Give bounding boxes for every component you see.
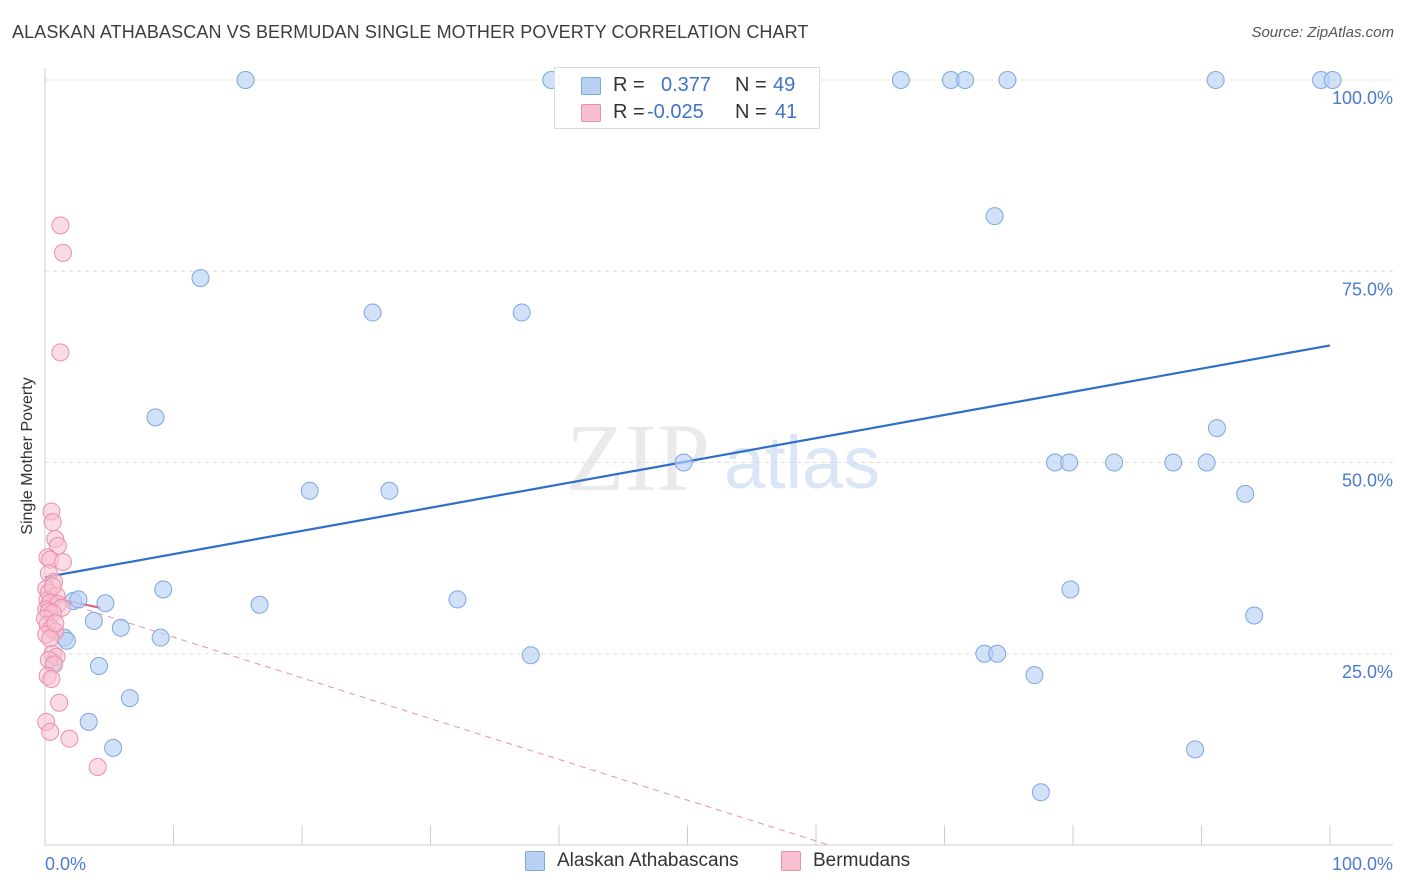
y-axis-label: Single Mother Poverty (19, 377, 36, 535)
y-tick-label: 25.0% (1342, 662, 1393, 682)
point-bermudan (48, 536, 67, 555)
point-athabascan (1236, 484, 1255, 503)
point-athabascan (1245, 606, 1264, 625)
source-label: Source: ZipAtlas.com (1251, 24, 1394, 41)
point-athabascan (956, 71, 975, 89)
y-tick-label: 100.0% (1332, 88, 1393, 108)
legend-n-value: 41 (775, 101, 798, 123)
point-athabascan (1164, 453, 1183, 472)
point-athabascan (154, 580, 173, 599)
legend-row-athabascan: R = 0.377 N = 49 (555, 74, 819, 100)
tick-label-layer: 25.0% 50.0% 75.0% 100.0% 0.0% 100.0% (45, 88, 1393, 874)
point-athabascan (79, 712, 98, 731)
point-athabascan (250, 595, 269, 614)
point-athabascan (512, 303, 531, 322)
point-bermudan (50, 693, 69, 712)
point-bermudan (88, 757, 107, 776)
point-athabascan (1186, 740, 1205, 759)
point-athabascan (84, 611, 103, 630)
point-athabascan (104, 738, 123, 757)
y-tick-label: 75.0% (1342, 279, 1393, 299)
legend-n-label: N = (735, 74, 767, 96)
point-athabascan (1197, 453, 1216, 472)
series-legend-label: Bermudans (813, 850, 911, 871)
trend-line-bermudans-extended (44, 595, 830, 846)
points-layer (36, 71, 1342, 802)
legend-r-label: R = (613, 74, 645, 96)
point-athabascan (1060, 453, 1079, 472)
point-athabascan (1207, 419, 1226, 438)
point-bermudan (53, 552, 72, 571)
point-athabascan (1031, 783, 1050, 802)
legend-r-value: 0.377 (661, 74, 712, 96)
point-bermudan (43, 513, 62, 532)
legend-swatch-pink (581, 104, 601, 122)
series-swatch-pink (781, 851, 801, 871)
point-athabascan (111, 618, 130, 637)
point-athabascan (151, 628, 170, 647)
point-athabascan (1061, 580, 1080, 599)
point-bermudan (60, 729, 79, 748)
point-bermudan (46, 614, 65, 633)
point-bermudan (51, 343, 70, 362)
x-tick-label: 100.0% (1332, 854, 1393, 874)
series-swatch-blue (525, 851, 545, 871)
point-bermudan (51, 216, 70, 235)
point-athabascan (69, 590, 88, 609)
point-athabascan (1105, 453, 1124, 472)
point-athabascan (988, 644, 1007, 663)
point-bermudan (43, 577, 62, 596)
point-athabascan (674, 453, 693, 472)
point-athabascan (985, 207, 1004, 226)
point-bermudan (42, 669, 61, 688)
point-athabascan (891, 71, 910, 89)
point-bermudan (41, 722, 60, 741)
legend-r-label: R = (613, 101, 645, 123)
point-athabascan (96, 594, 115, 613)
point-athabascan (521, 646, 540, 665)
legend-n-value: 49 (773, 74, 796, 96)
chart-title: ALASKAN ATHABASCAN VS BERMUDAN SINGLE MO… (12, 22, 809, 42)
y-tick-label: 50.0% (1342, 471, 1393, 491)
series-legend-bermudans: Bermudans (781, 850, 910, 872)
point-athabascan (146, 408, 165, 427)
legend-row-bermudan: R = -0.025 N = 41 (555, 101, 819, 127)
x-tick-label: 0.0% (45, 854, 86, 874)
point-athabascan (120, 689, 139, 708)
point-athabascan (236, 71, 255, 89)
legend-n-label: N = (735, 101, 767, 123)
point-athabascan (191, 269, 210, 288)
legend-r-value: -0.025 (647, 101, 704, 123)
point-athabascan (1025, 666, 1044, 685)
point-bermudan (41, 629, 60, 648)
point-bermudan (53, 243, 72, 262)
series-legend-athabascans: Alaskan Athabascans (525, 850, 739, 872)
series-legend-label: Alaskan Athabascans (557, 850, 739, 871)
point-athabascan (363, 303, 382, 322)
correlation-legend: R = 0.377 N = 49 R = -0.025 N = 41 (554, 67, 820, 129)
point-athabascan (1323, 71, 1342, 89)
watermark-atlas: atlas (724, 421, 880, 504)
point-athabascan (380, 481, 399, 500)
legend-swatch-blue (581, 77, 601, 95)
point-athabascan (448, 590, 467, 609)
point-athabascan (1206, 71, 1225, 89)
grid-layer (45, 79, 1393, 655)
point-athabascan (998, 71, 1017, 89)
point-athabascan (89, 656, 108, 675)
point-athabascan (300, 481, 319, 500)
